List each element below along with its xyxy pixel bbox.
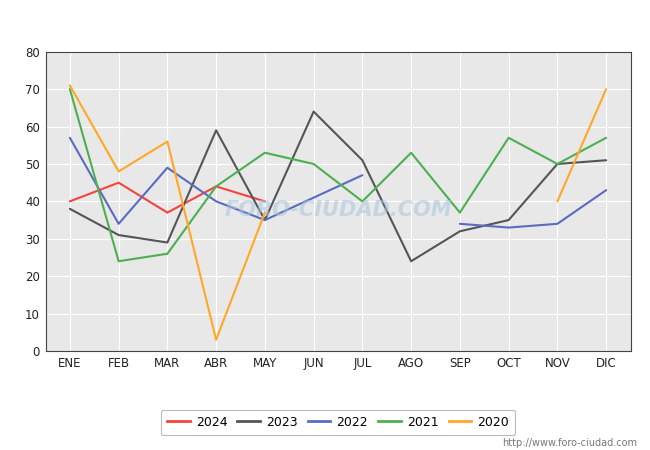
2020: [261, 210, 269, 215]
Text: Matriculaciones de Vehiculos en Onda: Matriculaciones de Vehiculos en Onda: [167, 12, 483, 31]
2021: [212, 184, 220, 189]
2024: [212, 184, 220, 189]
2021: [261, 150, 269, 155]
2021: [456, 210, 464, 215]
2020: [164, 139, 172, 144]
2022: [261, 217, 269, 223]
2021: [407, 150, 415, 155]
2023: [114, 232, 122, 238]
2023: [309, 109, 317, 114]
Text: FORO-CIUDAD.COM: FORO-CIUDAD.COM: [224, 200, 452, 220]
2021: [309, 161, 317, 166]
2020: [114, 169, 122, 174]
2023: [504, 217, 512, 223]
2022: [309, 195, 317, 200]
2021: [504, 135, 512, 140]
2020: [212, 337, 220, 342]
Line: 2024: 2024: [70, 183, 265, 212]
2023: [456, 229, 464, 234]
Line: 2023: 2023: [70, 112, 606, 261]
2023: [602, 158, 610, 163]
2022: [359, 172, 367, 178]
Line: 2021: 2021: [70, 89, 606, 261]
2024: [66, 199, 74, 204]
2021: [554, 161, 562, 166]
2022: [164, 165, 172, 171]
2021: [602, 135, 610, 140]
2024: [164, 210, 172, 215]
2023: [554, 161, 562, 166]
2022: [66, 135, 74, 140]
Line: 2020: 2020: [70, 86, 265, 340]
2024: [114, 180, 122, 185]
2023: [261, 217, 269, 223]
Line: 2022: 2022: [70, 138, 363, 224]
2023: [359, 158, 367, 163]
2021: [359, 199, 367, 204]
2023: [164, 240, 172, 245]
2021: [114, 258, 122, 264]
2023: [212, 128, 220, 133]
2024: [261, 199, 269, 204]
2021: [164, 251, 172, 256]
Text: http://www.foro-ciudad.com: http://www.foro-ciudad.com: [502, 438, 637, 448]
Legend: 2024, 2023, 2022, 2021, 2020: 2024, 2023, 2022, 2021, 2020: [161, 410, 515, 435]
2020: [66, 83, 74, 88]
2022: [114, 221, 122, 226]
2023: [66, 206, 74, 211]
2021: [66, 86, 74, 92]
2022: [212, 199, 220, 204]
2023: [407, 258, 415, 264]
